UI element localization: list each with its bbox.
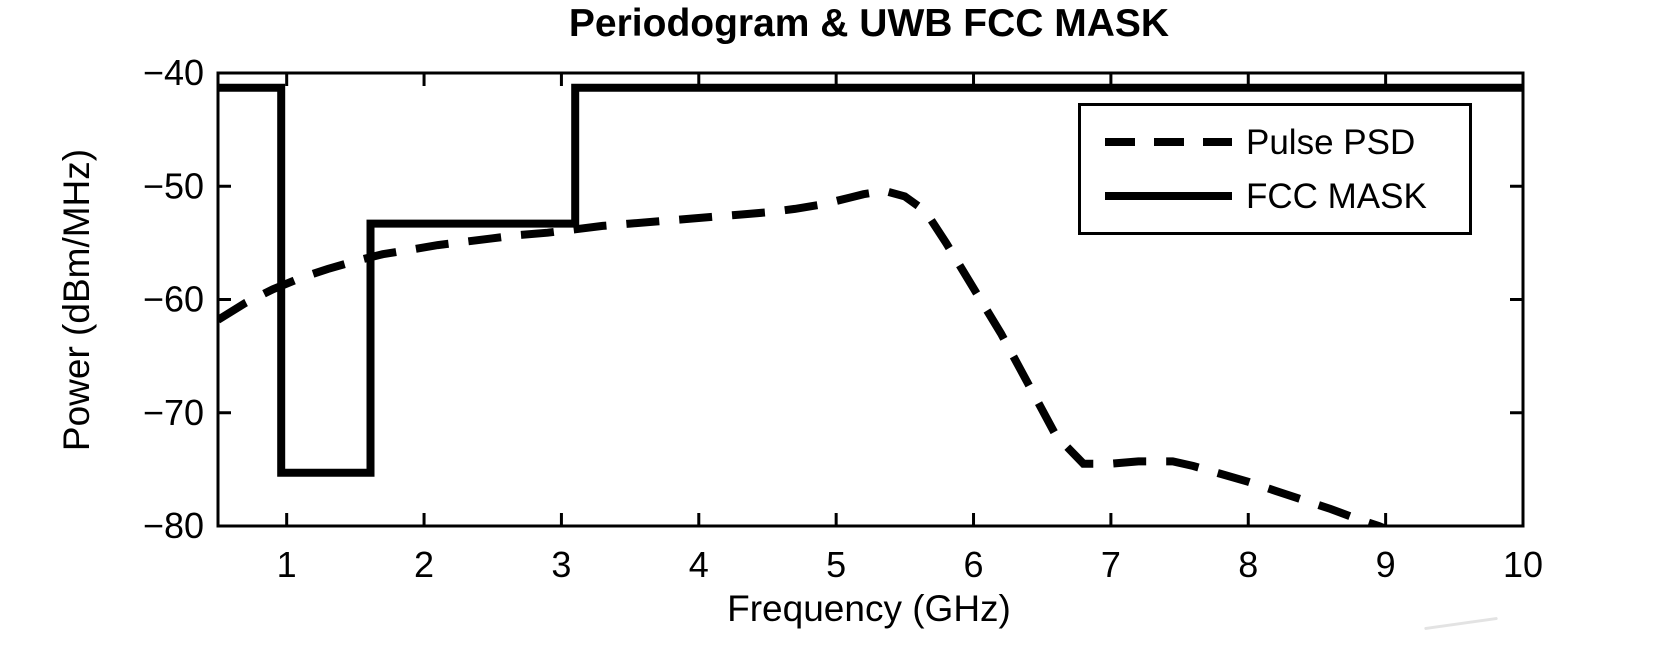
x-axis-title: Frequency (GHz)	[727, 588, 1011, 629]
x-tick-label: 6	[964, 544, 984, 585]
legend-label-pulse-psd: Pulse PSD	[1246, 122, 1416, 162]
legend-label-fcc-mask: FCC MASK	[1246, 176, 1427, 216]
legend: Pulse PSD FCC MASK	[1078, 103, 1472, 235]
x-tick-label: 8	[1238, 544, 1258, 585]
y-tick-label: −40	[143, 52, 204, 93]
x-tick-label: 1	[277, 544, 297, 585]
y-tick-label: −60	[143, 279, 204, 320]
legend-entry-fcc-mask: FCC MASK	[1105, 176, 1469, 216]
x-tick-label: 10	[1503, 544, 1543, 585]
y-tick-label: −50	[143, 165, 204, 206]
fcc-mask-curve	[218, 83, 1523, 477]
x-tick-label: 4	[689, 544, 709, 585]
x-tick-label: 7	[1101, 544, 1121, 585]
x-tick-label: 3	[551, 544, 571, 585]
solid-line-sample	[1105, 192, 1232, 200]
y-tick-label: −80	[143, 505, 204, 546]
x-tick-label: 9	[1376, 544, 1396, 585]
pulse-psd-curve	[218, 186, 1390, 526]
y-tick-label: −70	[143, 392, 204, 433]
x-tick-label: 2	[414, 544, 434, 585]
chart-title: Periodogram & UWB FCC MASK	[568, 2, 1170, 45]
legend-entry-pulse-psd: Pulse PSD	[1105, 122, 1469, 162]
y-axis-title: Power (dBm/MHz)	[56, 148, 97, 452]
dashed-line-sample	[1105, 138, 1232, 146]
x-tick-label: 5	[826, 544, 846, 585]
